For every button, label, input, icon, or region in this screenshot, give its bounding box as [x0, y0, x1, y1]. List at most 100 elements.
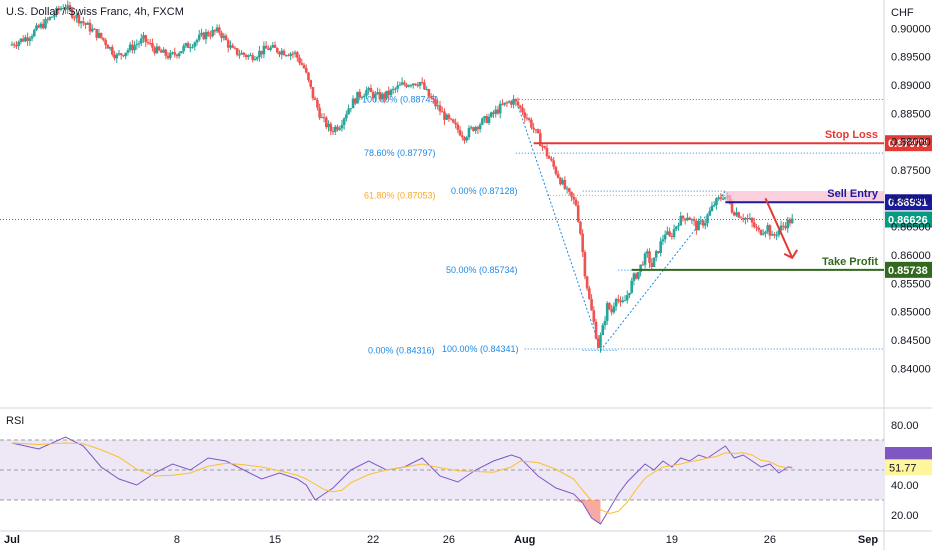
candle-body: [677, 225, 680, 227]
fib-level-label: 78.60% (0.87797): [364, 148, 436, 158]
fib-level-label: 100.00% (0.88745): [362, 94, 439, 104]
candle-body: [244, 54, 248, 57]
candle-body: [151, 43, 154, 48]
candle-body: [215, 27, 219, 32]
candle-body: [235, 48, 239, 55]
price-tick-label: 0.86500: [891, 222, 931, 234]
candle-body: [409, 85, 413, 87]
candle-body: [592, 310, 596, 322]
candle-body: [496, 109, 500, 114]
candle-body: [240, 52, 243, 55]
candle-body: [559, 177, 562, 185]
candle-body: [351, 98, 355, 109]
time-tick-label: 26: [764, 534, 776, 546]
candle-body: [672, 229, 676, 237]
candle-body: [581, 233, 584, 253]
candle-body: [730, 203, 734, 213]
candle-body: [469, 127, 473, 129]
candle-body: [532, 127, 535, 130]
candle-body: [86, 22, 90, 25]
candle-body: [380, 93, 384, 100]
candle-body: [472, 127, 475, 131]
candle-body: [400, 82, 404, 85]
candle-body: [574, 199, 578, 206]
candle-body: [585, 276, 589, 289]
candle-body: [142, 35, 145, 39]
candle-body: [10, 44, 14, 46]
candle-body: [157, 46, 161, 51]
candle-body: [278, 52, 281, 55]
rsi-tick-label: 40.00: [891, 480, 919, 492]
candle-body: [396, 85, 399, 89]
candle-body: [786, 219, 790, 229]
candle-body: [516, 101, 520, 106]
candle-body: [177, 53, 181, 57]
candle-body: [128, 44, 132, 51]
rsi-oversold-fill: [555, 500, 601, 524]
candle-body: [293, 52, 297, 54]
candle-body: [456, 124, 460, 130]
candle-body: [706, 215, 709, 224]
candle-body: [367, 88, 370, 91]
time-tick-label: 19: [666, 534, 678, 546]
trade-levels: Stop Loss 0.87973 Sell Entry 0.86931 Take Pr…: [533, 129, 932, 278]
candle-body: [180, 51, 183, 54]
candle-body: [19, 38, 23, 42]
candle-body: [777, 230, 781, 236]
candle-body: [195, 39, 199, 43]
candle-body: [663, 234, 667, 240]
candle-body: [550, 158, 553, 161]
candle-body: [501, 103, 504, 105]
candle-body: [46, 19, 49, 21]
candle-body: [209, 35, 212, 37]
candle-body: [503, 102, 506, 105]
candle-body: [757, 227, 761, 230]
candle-body: [189, 47, 192, 49]
candle-body: [271, 45, 275, 48]
candle-body: [436, 105, 440, 107]
candle-body: [166, 55, 170, 59]
candle-body: [565, 188, 569, 190]
candle-body: [443, 111, 446, 120]
candle-body: [168, 52, 172, 59]
candle-body: [661, 239, 665, 242]
candle-body: [97, 32, 101, 38]
candle-body: [226, 40, 230, 48]
candle-body: [387, 90, 391, 96]
candle-body: [788, 219, 792, 224]
candle-body: [102, 37, 105, 40]
candle-body: [267, 48, 270, 50]
candle-body: [222, 35, 226, 38]
candle-body: [514, 98, 518, 102]
candle-body: [608, 303, 611, 310]
candle-body: [79, 21, 83, 24]
price-tick-label: 0.88000: [891, 137, 931, 149]
rsi-ma-line: [11, 442, 793, 515]
candle-body: [258, 50, 261, 58]
price-tick-label: 0.85500: [891, 278, 931, 290]
candle-body: [674, 226, 678, 230]
candle-body: [483, 116, 486, 119]
candle-body: [289, 53, 292, 56]
candle-body: [599, 335, 602, 348]
candle-body: [521, 107, 524, 113]
candle-body: [768, 225, 772, 236]
candle-body: [510, 101, 513, 105]
candle-body: [325, 117, 328, 128]
candle-body: [432, 97, 435, 100]
candle-body: [596, 338, 600, 348]
candle-body: [331, 131, 335, 133]
fib-level-label: 100.00% (0.84341): [442, 344, 519, 354]
candle-body: [654, 251, 658, 258]
candle-body: [160, 50, 163, 53]
candle-body: [429, 96, 433, 98]
candle-body: [572, 196, 576, 200]
candle-body: [233, 47, 237, 49]
candle-body: [48, 17, 52, 20]
time-tick-label: 26: [443, 534, 455, 546]
candle-body: [487, 116, 491, 123]
candle-body: [411, 83, 415, 86]
candle-body: [394, 88, 397, 90]
level-name: Stop Loss: [825, 129, 878, 141]
candle-body: [106, 44, 110, 49]
